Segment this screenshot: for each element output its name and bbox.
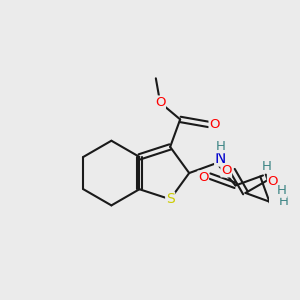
Text: S: S: [166, 192, 175, 206]
Text: H: H: [262, 160, 272, 173]
Text: O: O: [221, 164, 232, 177]
Text: O: O: [268, 175, 278, 188]
Text: H: H: [279, 195, 289, 208]
Text: H: H: [277, 184, 287, 197]
Text: O: O: [198, 171, 208, 184]
Text: H: H: [216, 140, 226, 153]
Text: N: N: [215, 151, 226, 166]
Text: O: O: [209, 118, 220, 131]
Text: O: O: [155, 96, 165, 109]
